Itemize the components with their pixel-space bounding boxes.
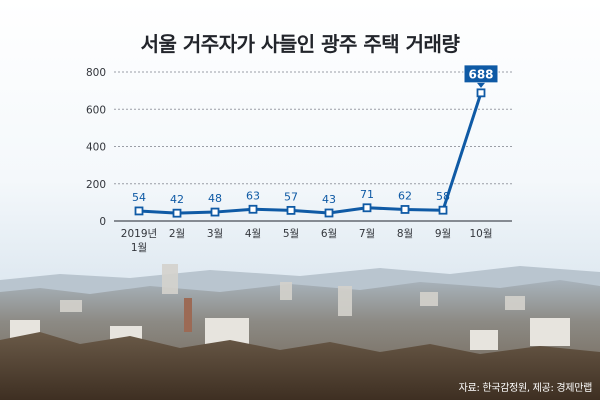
y-tick-label-800: 800 [86,67,106,79]
data-point-2 [210,207,220,217]
data-point-7 [400,205,410,214]
data-point-5 [324,208,334,218]
series-line [137,91,483,215]
data-point-6 [362,203,372,213]
x-tick-label-0-line2: 1월 [131,242,147,254]
data-point-9 [476,88,486,98]
data-label-3: 63 [246,189,260,202]
chart-title: 서울 거주자가 사들인 광주 주택 거래량 [140,32,460,56]
data-label-9: 688 [468,67,493,81]
data-point-8 [438,205,448,215]
data-label-6: 71 [360,188,374,201]
data-label-4: 57 [284,190,298,203]
y-tick-label-200: 200 [86,179,106,191]
data-point-3 [248,204,258,214]
x-tick-label-1: 2월 [169,228,185,240]
data-label-2: 48 [208,192,222,205]
x-tick-label-7: 8월 [397,228,413,240]
data-label-0: 54 [132,191,146,204]
x-tick-label-4: 5월 [283,228,299,240]
x-tick-label-3: 4월 [245,228,261,240]
data-point-0 [134,206,144,216]
data-point-4 [286,205,296,215]
highlight-label-pointer [477,82,485,88]
y-tick-label-0: 0 [99,216,106,228]
data-label-7: 62 [398,189,412,202]
x-tick-label-2: 3월 [207,228,223,240]
x-tick-label-9: 10월 [469,228,492,240]
x-tick-label-6: 7월 [359,228,375,240]
data-label-5: 43 [322,193,336,206]
y-tick-label-400: 400 [86,142,106,154]
y-tick-label-600: 600 [86,104,106,116]
data-label-8: 58 [436,190,450,203]
source-caption: 자료: 한국감정원, 제공: 경제만랩 [458,383,593,394]
x-tick-label-8: 9월 [435,228,451,240]
data-label-1: 42 [170,193,184,206]
data-point-1 [172,208,182,218]
x-tick-label-0-line1: 2019년 [121,228,157,240]
x-tick-label-5: 6월 [321,228,337,240]
